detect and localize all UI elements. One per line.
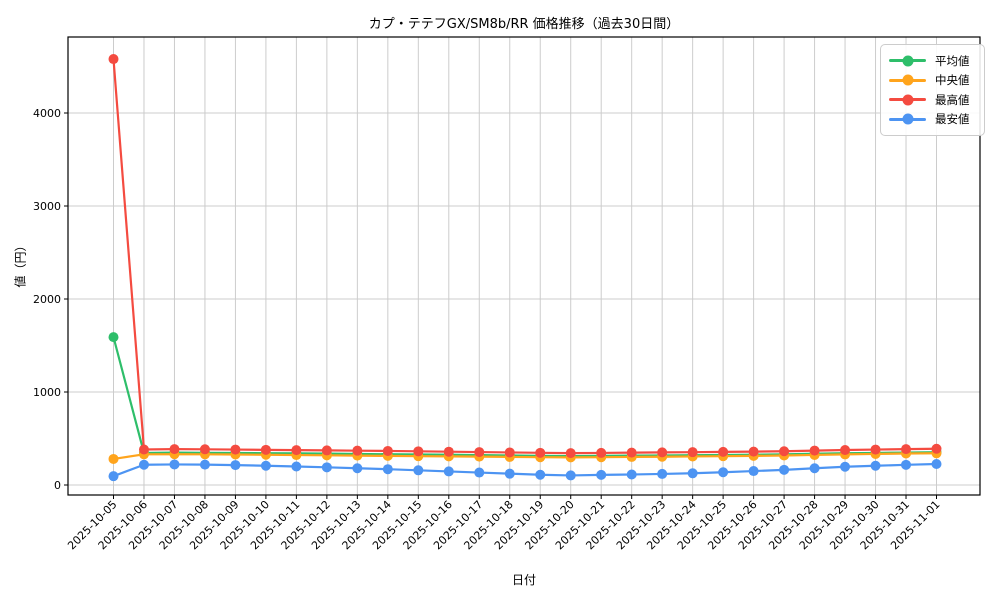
series-line-min — [112, 462, 938, 478]
data-point-max — [718, 446, 729, 457]
data-point-max — [352, 445, 363, 456]
y-axis-label: 値（円） — [13, 239, 28, 288]
y-tick-label: 1000 — [33, 386, 61, 399]
legend-item-median: 中央値 — [889, 71, 980, 91]
data-point-max — [779, 446, 790, 457]
data-point-avg — [108, 332, 119, 343]
data-point-min — [443, 466, 454, 477]
data-point-min — [169, 459, 180, 470]
data-point-max — [687, 447, 698, 458]
data-point-min — [504, 468, 515, 479]
data-point-min — [901, 459, 912, 470]
data-point-max — [382, 445, 393, 456]
data-point-min — [565, 470, 576, 481]
data-point-max — [809, 445, 820, 456]
data-point-max — [596, 447, 607, 458]
data-point-min — [199, 459, 210, 470]
chart-title: カプ・テテフGX/SM8b/RR 価格推移（過去30日間） — [368, 17, 680, 32]
y-tick-label: 4000 — [33, 107, 61, 120]
legend-item-min: 最安値 — [889, 110, 980, 130]
legend-dot-median — [902, 74, 913, 86]
y-tick-label: 3000 — [33, 200, 61, 213]
series-layer — [108, 54, 942, 482]
data-point-max — [260, 444, 271, 455]
data-point-min — [840, 461, 851, 472]
data-point-min — [870, 460, 881, 471]
data-point-min — [748, 466, 759, 477]
data-point-min — [260, 460, 271, 471]
legend-line-marker-median — [889, 74, 926, 86]
data-point-max — [535, 447, 546, 458]
data-point-min — [687, 468, 698, 479]
data-point-min — [291, 461, 302, 472]
legend-dot-avg — [902, 55, 913, 67]
data-point-min — [230, 460, 241, 471]
data-point-min — [474, 467, 485, 478]
data-point-max — [748, 446, 759, 457]
legend-item-avg: 平均値 — [889, 51, 980, 71]
data-point-min — [413, 465, 424, 476]
data-point-max — [413, 446, 424, 457]
data-point-max — [199, 444, 210, 455]
data-point-min — [779, 464, 790, 475]
data-point-min — [931, 458, 942, 469]
data-point-min — [535, 469, 546, 480]
data-point-max — [138, 444, 149, 455]
data-point-min — [718, 467, 729, 478]
data-point-max — [870, 444, 881, 455]
legend: 平均値中央値最高値最安値 — [880, 44, 985, 136]
data-point-max — [230, 444, 241, 455]
data-point-min — [382, 464, 393, 475]
legend-line-marker-avg — [889, 55, 926, 67]
data-point-max — [626, 447, 637, 458]
data-point-min — [596, 469, 607, 480]
data-point-max — [443, 446, 454, 457]
y-tick-label: 2000 — [33, 293, 61, 306]
data-point-min — [321, 462, 332, 473]
series-line-max — [112, 57, 938, 455]
legend-item-max: 最高値 — [889, 90, 980, 110]
legend-line-marker-max — [889, 94, 926, 106]
y-tick-label: 0 — [54, 479, 61, 492]
data-point-max — [474, 447, 485, 458]
data-point-min — [138, 459, 149, 470]
data-point-max — [565, 448, 576, 459]
data-point-max — [108, 54, 119, 65]
plot-border — [67, 36, 981, 496]
data-point-median — [108, 453, 119, 464]
data-point-max — [291, 445, 302, 456]
legend-dot-max — [902, 94, 913, 106]
data-point-max — [504, 447, 515, 458]
data-point-min — [809, 463, 820, 474]
data-point-max — [169, 444, 180, 455]
legend-line-marker-min — [889, 113, 926, 125]
data-point-min — [352, 463, 363, 474]
series-line-median — [112, 452, 938, 461]
x-axis-label: 日付 — [511, 573, 536, 587]
data-point-max — [840, 445, 851, 456]
tick-labels: 010002000300040002025-10-052025-10-06202… — [33, 107, 943, 552]
axis-ticks — [64, 112, 937, 499]
data-point-max — [321, 445, 332, 456]
data-point-min — [626, 469, 637, 480]
data-point-max — [657, 447, 668, 458]
data-point-min — [657, 468, 668, 479]
data-point-min — [108, 471, 119, 482]
data-point-max — [931, 443, 942, 454]
data-point-max — [901, 444, 912, 455]
legend-label: 最高値 — [935, 92, 970, 107]
gridlines — [68, 37, 980, 495]
legend-label: 中央値 — [935, 73, 970, 88]
legend-label: 最安値 — [935, 112, 970, 127]
legend-label: 平均値 — [935, 53, 970, 68]
series-line-avg — [112, 336, 938, 458]
legend-dot-min — [902, 113, 913, 125]
